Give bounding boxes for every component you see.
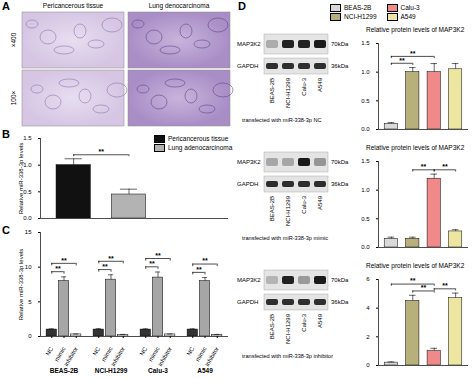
svg-text:**: ** [442, 282, 448, 289]
svg-text:NC: NC [186, 345, 196, 356]
svg-text:0: 0 [366, 362, 370, 368]
svg-text:transfected with miR-338-3p in: transfected with miR-338-3p inhibitor [242, 353, 333, 359]
html-text:Relative protein levels of MAP: Relative protein levels of MAP3K2 [366, 144, 465, 151]
svg-text:0.5: 0.5 [361, 216, 370, 222]
svg-text:36kDa: 36kDa [331, 181, 349, 187]
html-text:Relative protein levels of MAP: Relative protein levels of MAP3K2 [366, 26, 465, 33]
svg-text:**: ** [196, 266, 202, 273]
svg-text:0.0: 0.0 [23, 215, 32, 221]
svg-text:inhibitor: inhibitor [63, 346, 79, 367]
svg-text:1.0: 1.0 [361, 69, 370, 75]
svg-text:1.5: 1.5 [361, 40, 370, 46]
svg-text:**: ** [421, 163, 427, 170]
svg-text:**: ** [202, 257, 208, 264]
svg-text:mimic: mimic [100, 346, 114, 363]
svg-text:70kDa: 70kDa [331, 41, 349, 47]
svg-text:MAP3K2: MAP3K2 [237, 159, 261, 165]
svg-text:inhibitor: inhibitor [110, 346, 126, 367]
svg-text:0.5: 0.5 [23, 189, 32, 195]
svg-text:A549: A549 [317, 77, 323, 92]
svg-text:100×: 100× [10, 90, 17, 105]
svg-text:MAP3K2: MAP3K2 [237, 41, 261, 47]
html-text:Calu-3: Calu-3 [400, 4, 420, 11]
html-text:B: B [2, 128, 10, 140]
svg-text:**: ** [442, 163, 448, 170]
svg-text:0.0: 0.0 [361, 126, 370, 132]
svg-text:BEAS-2B: BEAS-2B [269, 314, 275, 339]
svg-text:Calu-3: Calu-3 [148, 367, 168, 374]
svg-text:2: 2 [366, 334, 370, 340]
html-text:Lung adenocarcinoma: Lung adenocarcinoma [168, 144, 233, 151]
svg-text:Pericancerous tissue: Pericancerous tissue [43, 2, 104, 9]
svg-text:**: ** [99, 148, 105, 155]
svg-text:10: 10 [25, 264, 32, 270]
svg-text:36kDa: 36kDa [331, 299, 349, 305]
svg-text:1.5: 1.5 [23, 135, 32, 141]
svg-text:5: 5 [28, 299, 32, 305]
svg-text:15: 15 [25, 229, 32, 235]
svg-text:BEAS-2B: BEAS-2B [50, 367, 79, 374]
svg-text:0.5: 0.5 [361, 98, 370, 104]
svg-text:**: ** [155, 252, 161, 259]
svg-text:NC: NC [92, 345, 102, 356]
svg-text:GAPDH: GAPDH [237, 181, 258, 187]
svg-text:70kDa: 70kDa [331, 277, 349, 283]
svg-text:Lung denocarcinoma: Lung denocarcinoma [149, 2, 210, 10]
svg-text:NCI-H1299: NCI-H1299 [285, 77, 291, 108]
svg-text:NCI-H1299: NCI-H1299 [285, 313, 291, 344]
svg-text:1.5: 1.5 [361, 158, 370, 164]
svg-text:**: ** [55, 265, 61, 272]
html-text:Relative protein levels of MAP: Relative protein levels of MAP3K2 [366, 262, 465, 269]
svg-text:Calu-3: Calu-3 [301, 313, 307, 331]
svg-text:GAPDH: GAPDH [237, 299, 258, 305]
html-text:NCI-H1299: NCI-H1299 [344, 13, 377, 20]
svg-text:A549: A549 [317, 195, 323, 210]
svg-text:0: 0 [28, 333, 32, 339]
svg-text:Calu-3: Calu-3 [301, 77, 307, 95]
svg-text:**: ** [421, 284, 427, 291]
svg-text:inhibitor: inhibitor [204, 346, 220, 367]
svg-text:inhibitor: inhibitor [157, 346, 173, 367]
svg-text:A549: A549 [317, 313, 323, 328]
svg-text:mimic: mimic [147, 346, 161, 363]
svg-text:mimic: mimic [194, 346, 208, 363]
svg-text:**: ** [102, 263, 108, 270]
svg-text:A549: A549 [197, 367, 213, 374]
html-text:BEAS-2B: BEAS-2B [344, 4, 372, 11]
svg-text:Calu-3: Calu-3 [301, 195, 307, 213]
svg-text:0.0: 0.0 [361, 244, 370, 250]
svg-text:GAPDH: GAPDH [237, 63, 258, 69]
svg-text:1.0: 1.0 [23, 162, 32, 168]
svg-text:4: 4 [366, 305, 370, 311]
html-text:D: D [238, 0, 246, 12]
svg-text:6: 6 [366, 276, 370, 282]
svg-text:1.0: 1.0 [361, 187, 370, 193]
svg-text:NCI-H1299: NCI-H1299 [95, 367, 128, 374]
svg-text:36kDa: 36kDa [331, 63, 349, 69]
svg-text:BEAS-2B: BEAS-2B [269, 78, 275, 103]
svg-text:MAP3K2: MAP3K2 [237, 277, 261, 283]
svg-text:70kDa: 70kDa [331, 159, 349, 165]
svg-text:Relative miR-338-3p levels: Relative miR-338-3p levels [18, 249, 24, 321]
svg-text:mimic: mimic [53, 346, 67, 363]
svg-text:Relative miR-338-3p levels: Relative miR-338-3p levels [18, 143, 24, 215]
svg-text:**: ** [108, 255, 114, 262]
html-text:A: A [2, 0, 10, 12]
svg-text:BEAS-2B: BEAS-2B [269, 196, 275, 221]
html-text:A549: A549 [400, 13, 416, 20]
svg-text:**: ** [399, 57, 405, 64]
svg-text:NC: NC [45, 345, 55, 356]
svg-text:**: ** [410, 50, 416, 57]
html-text:C: C [2, 224, 10, 236]
html-text:Pericancerous tissue: Pericancerous tissue [168, 135, 229, 142]
svg-text:NCI-H1299: NCI-H1299 [285, 195, 291, 226]
svg-text:×400: ×400 [10, 32, 17, 47]
svg-text:transfected with miR-338-3p mi: transfected with miR-338-3p mimic [242, 235, 328, 241]
svg-text:transfected with miR-338-3p NC: transfected with miR-338-3p NC [242, 117, 322, 123]
svg-text:**: ** [61, 257, 67, 264]
svg-text:**: ** [149, 260, 155, 267]
svg-text:NC: NC [139, 345, 149, 356]
svg-text:**: ** [410, 277, 416, 284]
